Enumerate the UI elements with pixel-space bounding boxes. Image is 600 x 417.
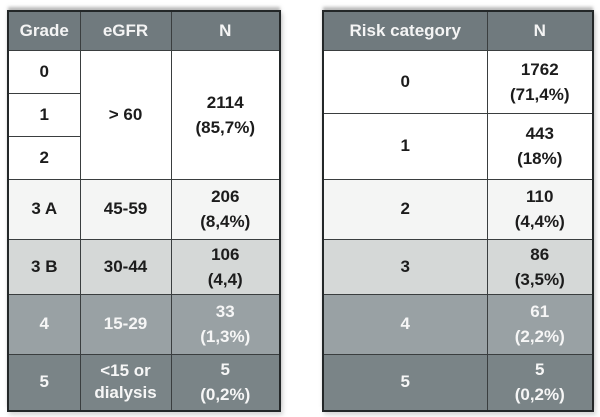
header-grade: Grade [7, 10, 81, 51]
egfr-cell: 15-29 [79, 293, 172, 355]
header-n: N [486, 10, 594, 51]
n-cell: 2114 (85,7%) [170, 49, 281, 180]
egfr-cell: 30-44 [79, 238, 172, 295]
grade-cell: 0 [7, 49, 81, 94]
category-cell: 5 [322, 353, 488, 412]
egfr-cell: <15 or dialysis [79, 353, 172, 412]
category-cell: 4 [322, 293, 488, 355]
category-cell: 3 [322, 238, 488, 295]
table-row: 2 110 (4,4%) [322, 178, 594, 240]
table-row: 5 <15 or dialysis 5 (0,2%) [7, 353, 281, 412]
grade-cell: 2 [7, 135, 81, 180]
n-percent: (71,4%) [509, 84, 570, 104]
grade-cell: 1 [7, 92, 81, 137]
egfr-cell: > 60 [79, 49, 172, 180]
n-percent: (1,3%) [200, 327, 251, 346]
n-count: 106 [211, 244, 240, 264]
n-cell: 106 (4,4) [170, 238, 281, 295]
n-cell: 33 (1,3%) [170, 293, 281, 355]
table-row: 4 61 (2,2%) [322, 293, 594, 355]
n-cell: 1762 (71,4%) [486, 49, 594, 114]
risk-category-table: Risk category N 0 1762 (71,4%) 1 443 (18… [322, 10, 594, 412]
n-cell: 206 (8,4%) [170, 178, 281, 240]
n-percent: (18%) [517, 149, 563, 168]
header-risk-category: Risk category [322, 10, 488, 51]
n-percent: (4,4) [207, 269, 243, 289]
table-row: 1 443 (18%) [322, 112, 594, 180]
n-count: 33 [215, 302, 235, 321]
n-count: 86 [530, 244, 550, 264]
n-count: 443 [525, 124, 554, 143]
n-percent: (0,2%) [200, 385, 251, 405]
category-cell: 2 [322, 178, 488, 240]
table-row: 2 [7, 135, 280, 180]
n-cell: 110 (4,4%) [486, 178, 594, 240]
n-count: 2114 [206, 92, 244, 112]
grade-cell: 3 B [7, 238, 81, 295]
n-count: 1762 [520, 59, 559, 79]
category-cell: 0 [322, 49, 488, 114]
n-cell: 86 (3,5%) [486, 238, 594, 295]
n-count: 206 [211, 187, 240, 206]
n-cell: 5 (0,2%) [486, 353, 594, 412]
table-header-row: Grade eGFR N [7, 10, 281, 51]
table-row: 1 [7, 92, 280, 137]
n-percent: (0,2%) [514, 385, 565, 405]
n-count: 5 [535, 360, 545, 380]
header-egfr: eGFR [79, 10, 172, 51]
egfr-grade-table: Grade eGFR N 0 > 60 2114 (85,7%) 1 2 3 A… [7, 10, 281, 412]
n-cell: 5 (0,2%) [170, 353, 281, 412]
egfr-cell: 45-59 [79, 178, 172, 240]
category-cell: 1 [322, 112, 488, 180]
n-percent: (8,4%) [200, 212, 251, 231]
n-percent: (3,5%) [514, 269, 565, 289]
table-row: 3 86 (3,5%) [322, 238, 594, 295]
header-n: N [170, 10, 281, 51]
table-row: 0 1762 (71,4%) [322, 49, 594, 114]
n-percent: (4,4%) [514, 212, 565, 231]
n-count: 5 [220, 360, 230, 380]
grade-cell: 5 [7, 353, 81, 412]
grade-cell: 4 [7, 293, 81, 355]
table-row: 0 > 60 2114 (85,7%) [7, 49, 281, 180]
n-count: 61 [530, 302, 550, 321]
grade-cell: 3 A [7, 178, 81, 240]
table-header-row: Risk category N [322, 10, 594, 51]
n-cell: 61 (2,2%) [486, 293, 594, 355]
n-percent: (85,7%) [195, 117, 256, 137]
table-row: 5 5 (0,2%) [322, 353, 594, 412]
table-row: 3 A 45-59 206 (8,4%) [7, 178, 281, 240]
n-percent: (2,2%) [514, 327, 565, 346]
table-row: 4 15-29 33 (1,3%) [7, 293, 281, 355]
n-count: 110 [526, 187, 554, 206]
table-row: 3 B 30-44 106 (4,4) [7, 238, 281, 295]
n-cell: 443 (18%) [486, 112, 594, 180]
